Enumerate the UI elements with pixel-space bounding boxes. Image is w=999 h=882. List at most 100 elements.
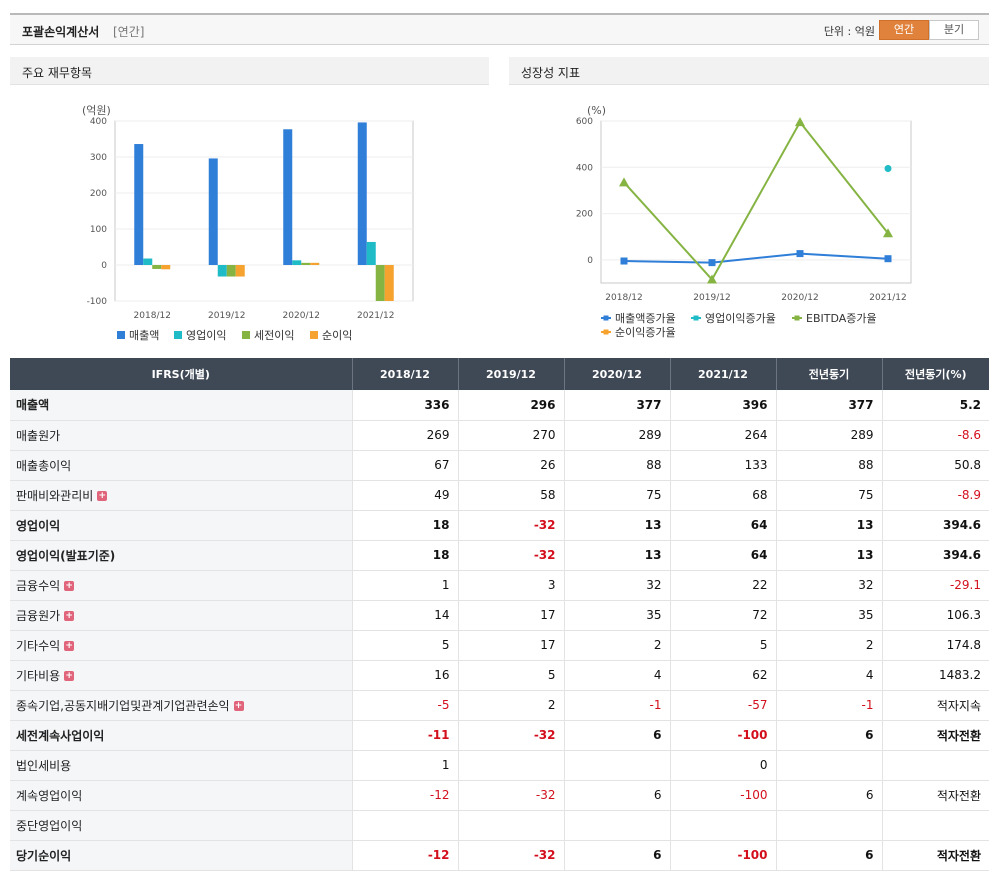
table-cell: -100 bbox=[669, 720, 776, 751]
col-header-2020: 2020/12 bbox=[563, 358, 670, 390]
table-cell: 5.2 bbox=[881, 390, 989, 421]
bar bbox=[161, 265, 171, 270]
table-cell: 68 bbox=[669, 480, 776, 511]
row-label-text: 금융원가 bbox=[16, 608, 61, 623]
data-point bbox=[707, 274, 717, 284]
col-header-prev-period: 전년동기 bbox=[775, 358, 882, 390]
row-label: 영업이익(발표기준) bbox=[10, 540, 352, 571]
y-tick-label: 600 bbox=[576, 117, 593, 127]
y-tick-label: 300 bbox=[90, 153, 107, 163]
bar bbox=[357, 122, 367, 265]
line-chart: (%)600 400 200 0 2018/12 2019/12 2020/12 2021/1… bbox=[576, 104, 912, 339]
y-axis-label: (%) bbox=[587, 104, 606, 117]
y-tick-label: 200 bbox=[90, 189, 107, 199]
tab-quarterly[interactable]: 분기 bbox=[929, 20, 979, 40]
table-cell: -11 bbox=[351, 720, 458, 751]
table-cell: 14 bbox=[351, 600, 458, 631]
table-cell: -8.6 bbox=[881, 420, 989, 451]
row-label: 매출총이익 bbox=[10, 450, 352, 481]
bar bbox=[283, 129, 293, 265]
legend-label: 순이익증가율 bbox=[615, 326, 676, 339]
statement-header: 포괄손익계산서 [연간] 단위 : 억원 연간 분기 bbox=[10, 13, 989, 45]
row-label-text: 중단영업이익 bbox=[16, 818, 83, 833]
table-cell bbox=[775, 810, 882, 841]
tab-annual[interactable]: 연간 bbox=[879, 20, 929, 40]
table-cell: -100 bbox=[669, 840, 776, 871]
table-cell: 적자전환 bbox=[881, 780, 989, 811]
bar bbox=[301, 262, 311, 265]
bar bbox=[384, 265, 394, 301]
table-cell: -57 bbox=[669, 690, 776, 721]
table-cell bbox=[457, 810, 564, 841]
legend-label: 영업이익증가율 bbox=[705, 312, 776, 325]
data-point bbox=[708, 259, 716, 267]
row-label-text: 기타비용 bbox=[16, 668, 61, 683]
table-cell: 35 bbox=[563, 600, 670, 631]
expand-plus-icon[interactable]: + bbox=[64, 611, 75, 621]
table-cell: 18 bbox=[351, 510, 458, 541]
legend-marker bbox=[603, 315, 609, 321]
expand-plus-icon[interactable]: + bbox=[64, 641, 75, 651]
bar bbox=[152, 265, 162, 269]
col-header-2018: 2018/12 bbox=[351, 358, 458, 390]
table-cell: -100 bbox=[669, 780, 776, 811]
data-point bbox=[884, 165, 892, 173]
table-cell: 13 bbox=[563, 540, 670, 571]
data-point bbox=[619, 177, 629, 187]
table-cell: 174.8 bbox=[881, 630, 989, 661]
table-cell: -5 bbox=[351, 690, 458, 721]
table-cell: 394.6 bbox=[881, 510, 989, 541]
row-label-text: 기타수익 bbox=[16, 638, 61, 653]
row-label: 매출원가 bbox=[10, 420, 352, 451]
table-cell: 32 bbox=[775, 570, 882, 601]
bar bbox=[143, 258, 153, 265]
expand-plus-icon[interactable]: + bbox=[64, 671, 75, 681]
table-cell: 3 bbox=[457, 570, 564, 601]
y-tick-label: 400 bbox=[576, 163, 593, 173]
table-cell: 2 bbox=[457, 690, 564, 721]
left-panel-header: 주요 재무항목 bbox=[10, 57, 489, 85]
x-tick-label: 2021/12 bbox=[869, 293, 906, 303]
table-cell: -29.1 bbox=[881, 570, 989, 601]
table-cell: 75 bbox=[563, 480, 670, 511]
row-label: 매출액 bbox=[10, 390, 352, 421]
table-row: 매출액 336 296 377 396 377 5.2 bbox=[10, 390, 989, 421]
table-cell: 6 bbox=[775, 780, 882, 811]
table-cell: 6 bbox=[775, 840, 882, 871]
table-cell: 58 bbox=[457, 480, 564, 511]
legend-swatch bbox=[174, 331, 182, 339]
table-cell: 13 bbox=[775, 510, 882, 541]
table-cell bbox=[881, 750, 989, 781]
table-cell bbox=[457, 750, 564, 781]
col-header-item: IFRS(개별) bbox=[10, 358, 352, 390]
bar bbox=[217, 265, 227, 277]
table-row: 중단영업이익 bbox=[10, 810, 989, 841]
table-cell: 적자전환 bbox=[881, 840, 989, 871]
bar bbox=[226, 265, 236, 277]
table-cell: 289 bbox=[563, 420, 670, 451]
data-point bbox=[884, 255, 892, 263]
data-point bbox=[795, 117, 805, 127]
table-cell: 264 bbox=[669, 420, 776, 451]
table-row: 당기순이익 -12 -32 6 -100 6 적자전환 bbox=[10, 840, 989, 871]
expand-plus-icon[interactable]: + bbox=[64, 581, 75, 591]
table-row: 영업이익(발표기준) 18 -32 13 64 13 394.6 bbox=[10, 540, 989, 571]
table-cell: 377 bbox=[563, 390, 670, 421]
table-cell: -1 bbox=[563, 690, 670, 721]
table-row: 기타수익 +5 17 2 5 2 174.8 bbox=[10, 630, 989, 661]
bar bbox=[366, 241, 376, 265]
table-cell: 67 bbox=[351, 450, 458, 481]
legend-label: EBITDA증가율 bbox=[806, 312, 877, 325]
row-label-text: 세전계속사업이익 bbox=[16, 728, 105, 743]
table-cell bbox=[775, 750, 882, 781]
table-cell: -8.9 bbox=[881, 480, 989, 511]
table-cell: 32 bbox=[563, 570, 670, 601]
legend-swatch bbox=[310, 331, 318, 339]
expand-plus-icon[interactable]: + bbox=[233, 701, 244, 711]
row-label-text: 영업이익(발표기준) bbox=[16, 548, 116, 563]
data-point bbox=[796, 250, 804, 258]
period-toggle: 연간 분기 bbox=[879, 20, 979, 40]
table-cell: 17 bbox=[457, 630, 564, 661]
expand-plus-icon[interactable]: + bbox=[97, 491, 108, 501]
table-row: 매출원가 269 270 289 264 289 -8.6 bbox=[10, 420, 989, 451]
